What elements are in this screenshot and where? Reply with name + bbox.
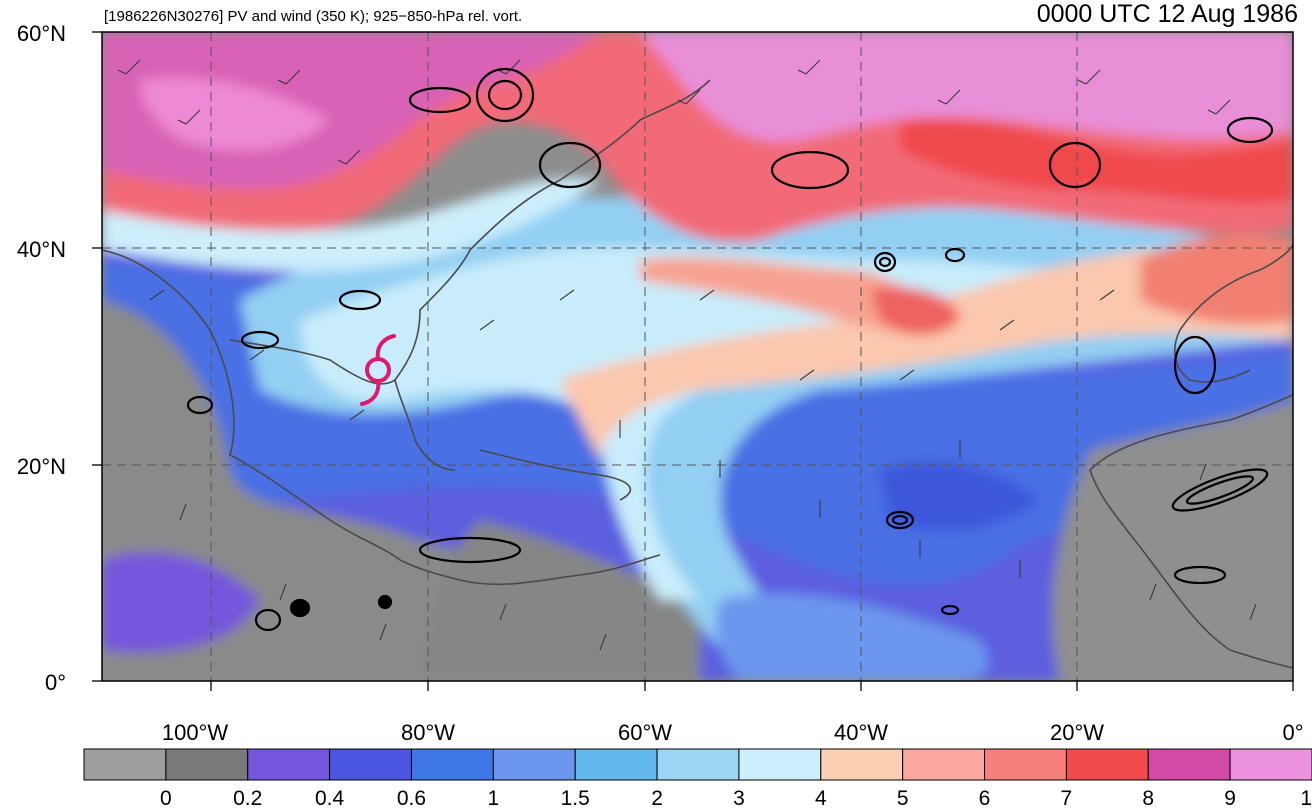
coastlines: [102, 79, 1293, 669]
colorbar-swatch: [820, 748, 904, 781]
colorbar-tick-label: 7: [1061, 787, 1073, 810]
lon-label-60w: 60°W: [618, 720, 672, 745]
colorbar-tick-label: 0.4: [315, 787, 345, 810]
colorbar-tick-label: 10: [1300, 787, 1312, 810]
lon-label-80w: 80°W: [401, 720, 455, 745]
lon-label-0: 0°: [1282, 720, 1303, 745]
colorbar-tick-label: 5: [897, 787, 909, 810]
colorbar-tick-label: 0.6: [397, 787, 426, 810]
colorbar-swatch: [738, 748, 822, 781]
colorbar-swatch: [1229, 748, 1312, 781]
map-subtitle: [1986226N30276] PV and wind (350 K); 925…: [104, 8, 523, 25]
map-frame: [101, 31, 1294, 682]
lat-label-0: 0°: [45, 670, 66, 695]
tropical-cyclone-icon: [360, 334, 396, 406]
pv-field: [102, 32, 1293, 681]
wind-barbs: [117, 59, 1257, 651]
colorbar-swatch: [574, 748, 658, 781]
colorbar-swatch: [247, 748, 331, 781]
colorbar: 0 0.2 0.4 0.6 1 1.5 2 3 4 5 6 7 8 9 10: [83, 748, 1312, 810]
colorbar-swatch: [984, 748, 1067, 781]
lat-label-60n: 60°N: [17, 21, 66, 46]
vorticity-contours: [186, 67, 1274, 632]
lon-label-20w: 20°W: [1050, 720, 1104, 745]
colorbar-tick-label: 1: [487, 787, 499, 810]
colorbar-swatch: [83, 748, 167, 781]
lon-label-100w: 100°W: [162, 720, 229, 745]
axis-ticks: [92, 31, 1294, 691]
colorbar-tick-label: 4: [815, 787, 827, 810]
colorbar-tick-label: 8: [1142, 787, 1154, 810]
colorbar-swatch: [329, 748, 412, 781]
colorbar-swatch: [492, 748, 576, 781]
colorbar-tick-label: 3: [733, 787, 745, 810]
lat-label-20n: 20°N: [17, 454, 66, 479]
lon-label-40w: 40°W: [834, 720, 888, 745]
colorbar-tick-label: 2: [651, 787, 663, 810]
colorbar-swatch: [165, 748, 249, 781]
colorbar-swatch: [902, 748, 986, 781]
colorbar-swatch: [1147, 748, 1231, 781]
colorbar-tick-label: 0.2: [233, 787, 262, 810]
valid-time-title: 0000 UTC 12 Aug 1986: [1036, 0, 1298, 28]
colorbar-swatch: [1065, 748, 1149, 781]
lat-label-40n: 40°N: [17, 237, 66, 262]
colorbar-swatch: [410, 748, 494, 781]
colorbar-tick-label: 9: [1224, 787, 1236, 810]
colorbar-tick-label: 6: [979, 787, 991, 810]
colorbar-swatch: [656, 748, 740, 781]
colorbar-tick-label: 0: [160, 787, 172, 810]
colorbar-tick-label: 1.5: [561, 787, 590, 810]
